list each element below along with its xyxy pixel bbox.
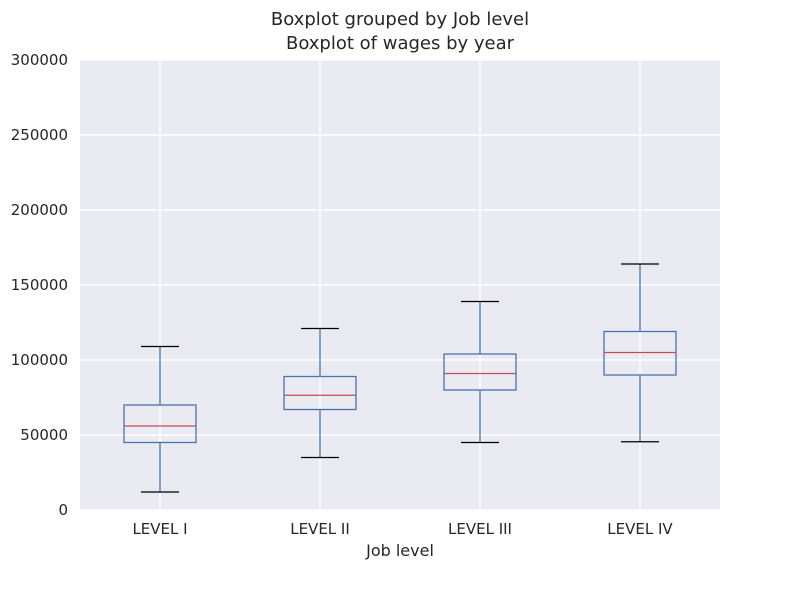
y-tick-label: 250000 xyxy=(11,126,68,144)
x-tick-label: LEVEL I xyxy=(132,520,187,538)
iqr-box xyxy=(603,330,677,376)
x-axis-ticks: LEVEL I LEVEL II LEVEL III LEVEL IV xyxy=(132,520,673,538)
x-tick-label: LEVEL II xyxy=(290,520,350,538)
y-tick-label: 0 xyxy=(58,501,68,519)
y-tick-label: 100000 xyxy=(11,351,68,369)
x-tick-label: LEVEL IV xyxy=(607,520,673,538)
y-tick-label: 300000 xyxy=(11,51,68,69)
y-tick-label: 50000 xyxy=(20,426,68,444)
y-tick-label: 150000 xyxy=(11,276,68,294)
x-axis-label: Job level xyxy=(366,541,434,560)
iqr-box xyxy=(123,404,197,444)
iqr-box xyxy=(443,353,517,391)
boxes xyxy=(123,263,677,493)
chart-title: Boxplot grouped by Job level xyxy=(270,9,530,30)
box-2 xyxy=(283,327,357,459)
chart-subtitle: Boxplot of wages by year xyxy=(285,33,515,54)
gridlines xyxy=(80,59,720,511)
box-4 xyxy=(603,263,677,443)
y-axis-ticks: 0 50000 100000 150000 200000 250000 300000 xyxy=(11,51,68,519)
iqr-box xyxy=(283,375,357,411)
box-3 xyxy=(443,300,517,444)
x-tick-label: LEVEL III xyxy=(448,520,512,538)
y-tick-label: 200000 xyxy=(11,201,68,219)
box-1 xyxy=(123,345,197,493)
